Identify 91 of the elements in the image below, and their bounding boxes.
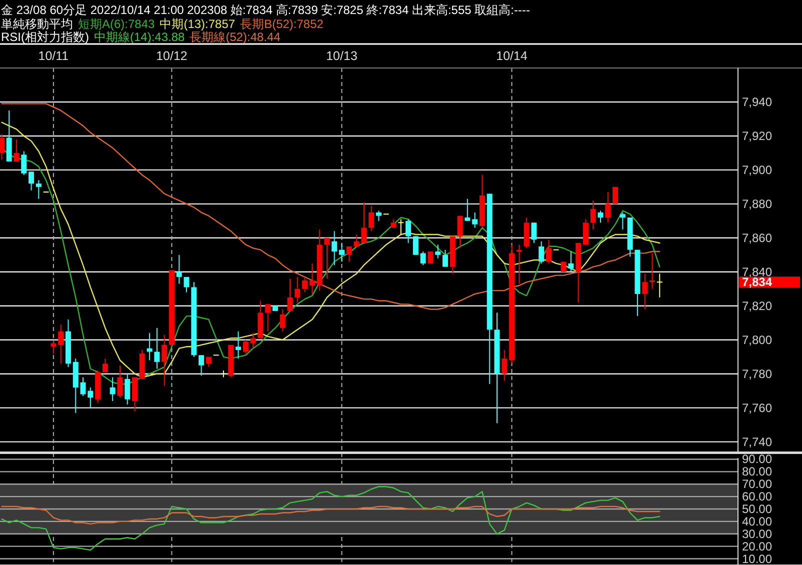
candlestick [464,198,470,222]
candlestick [117,364,123,398]
candlestick [582,218,588,246]
candlestick [198,354,204,376]
candlestick [406,218,412,244]
candlestick [568,251,574,272]
candlestick [502,350,508,382]
candlestick [428,251,434,264]
candlestick [265,304,271,332]
candlestick [176,254,182,284]
y-tick-label: 7,800 [742,332,772,347]
candlestick [620,212,626,230]
text: 中期(13):7857 [160,17,236,31]
candlestick [36,180,42,200]
candlestick [280,308,286,332]
candlestick [332,230,338,266]
legend-title: 単純移動平均 [1,17,73,31]
candlestick [58,324,64,364]
candlestick [154,327,160,370]
y-tick-label: 7,820 [742,298,772,313]
candlestick [132,376,138,412]
y-tick-label: 7,900 [742,162,772,177]
candlestick [6,110,12,162]
text: 短期A(6):7843 [78,17,156,31]
text: 長期B(52):7852 [240,17,324,31]
y-tick-label: 30.00 [742,526,772,541]
candlestick [642,273,648,310]
x-tick-label: 10/12 [156,49,188,63]
legend-title: RSI(相対力指数) [1,30,89,44]
text: 長期線(52):48.44 [190,30,281,44]
text: 中期線(14):43.88 [94,30,186,44]
y-tick-label: 7,740 [742,434,772,449]
line-series [1,103,660,310]
y-tick-label: 60.00 [742,490,772,504]
y-tick-label: 90.00 [742,452,772,466]
y-tick-label: 7,920 [742,128,772,143]
y-tick-label: 70.00 [742,477,772,492]
candlestick [124,373,130,405]
candlestick [531,222,537,244]
y-tick-label: 10.00 [742,552,772,565]
chart-title: 金 23/08 60分足 2022/10/14 21:00 202308 始:7834 高:7839 安:7825 終:7834 出来高:555 取組高:---- [1,3,530,17]
candlestick [538,240,544,264]
candlestick [420,251,426,266]
y-tick-label: 50.00 [742,502,772,516]
candlestick [162,334,168,386]
candlestick [612,186,618,204]
candlestick [184,276,190,293]
y-tick-label: 40.00 [742,514,772,528]
y-tick-label: 7,780 [742,366,772,381]
candlestick [302,276,308,293]
candlestick [339,242,344,262]
candlestick [250,332,256,349]
y-tick-label: 7,760 [742,400,772,415]
candlestick [294,276,300,303]
candlestick [560,261,566,272]
y-tick-label: 7,880 [742,196,772,211]
line-series [1,506,660,525]
line-series [1,486,660,551]
candlestick [287,278,293,312]
candlestick [0,134,4,160]
x-tick-label: 10/11 [38,49,69,63]
candlestick [21,150,27,176]
candlestick [457,215,463,249]
y-tick-label: 7,940 [742,94,772,109]
candlestick [146,332,152,361]
candlestick [546,239,552,264]
candlestick [472,212,478,228]
y-tick-label: 20.00 [742,539,772,554]
candlestick [590,200,596,230]
candlestick [524,217,530,249]
candlestick [368,205,374,232]
candlestick [376,210,382,222]
candlestick [605,192,611,224]
candlestick [346,246,352,262]
candlestick [14,138,20,162]
candlestick [412,236,418,256]
candlestick [442,249,448,268]
candlestick [309,262,315,294]
candlestick [398,218,404,236]
candlestick [102,358,108,373]
candlestick [236,330,241,360]
candlestick [656,273,662,298]
candlestick [28,171,34,191]
candlestick [435,244,441,259]
candlestick [324,237,330,280]
y-tick-label: 80.00 [742,464,772,479]
candlestick [242,339,248,354]
x-tick-label: 10/14 [496,49,528,63]
candlestick [110,376,116,402]
y-tick-label: 7,860 [742,230,772,245]
x-tick-label: 10/13 [326,49,358,63]
